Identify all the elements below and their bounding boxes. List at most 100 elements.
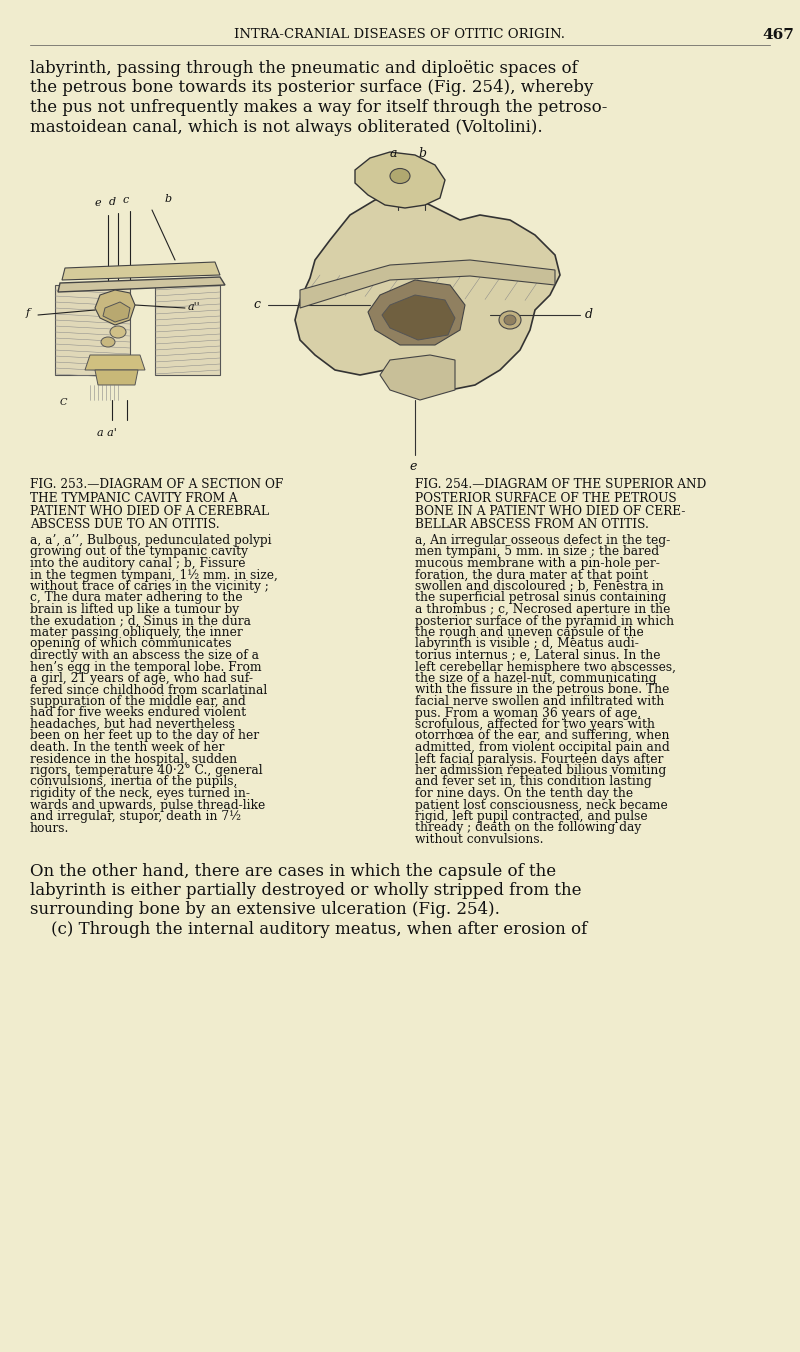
Text: C: C [60, 397, 67, 407]
Text: BONE IN A PATIENT WHO DIED OF CERE-: BONE IN A PATIENT WHO DIED OF CERE- [415, 506, 686, 518]
Text: 467: 467 [762, 28, 794, 42]
Polygon shape [355, 151, 445, 208]
Text: directly with an abscess the size of a: directly with an abscess the size of a [30, 649, 259, 662]
Text: her admission repeated bilious vomiting: her admission repeated bilious vomiting [415, 764, 666, 777]
Text: mastoidean canal, which is not always obliterated (Voltolini).: mastoidean canal, which is not always ob… [30, 119, 542, 135]
Text: THE TYMPANIC CAVITY FROM A: THE TYMPANIC CAVITY FROM A [30, 492, 238, 504]
Polygon shape [380, 356, 455, 400]
Text: posterior surface of the pyramid in which: posterior surface of the pyramid in whic… [415, 615, 674, 627]
Text: a'': a'' [188, 301, 201, 312]
Text: mucous membrane with a pin-hole per-: mucous membrane with a pin-hole per- [415, 557, 660, 571]
Text: (c) Through the internal auditory meatus, when after erosion of: (c) Through the internal auditory meatus… [30, 921, 587, 938]
Text: the rough and uneven capsule of the: the rough and uneven capsule of the [415, 626, 644, 639]
Text: and irregular, stupor, death in 7½: and irregular, stupor, death in 7½ [30, 810, 241, 823]
Text: fered since childhood from scarlatinal: fered since childhood from scarlatinal [30, 684, 267, 696]
Text: mater passing obliquely, the inner: mater passing obliquely, the inner [30, 626, 242, 639]
Text: otorrhœa of the ear, and suffering, when: otorrhœa of the ear, and suffering, when [415, 730, 670, 742]
Polygon shape [85, 356, 145, 370]
Ellipse shape [499, 311, 521, 329]
Polygon shape [58, 277, 225, 292]
Text: the superficial petrosal sinus containing: the superficial petrosal sinus containin… [415, 592, 666, 604]
Text: b: b [418, 147, 426, 160]
Text: scrofulous, affected for two years with: scrofulous, affected for two years with [415, 718, 655, 731]
Text: opening of which communicates: opening of which communicates [30, 638, 232, 650]
Text: c: c [123, 195, 129, 206]
Text: and fever set in, this condition lasting: and fever set in, this condition lasting [415, 776, 652, 788]
Text: INTRA-CRANIAL DISEASES OF OTITIC ORIGIN.: INTRA-CRANIAL DISEASES OF OTITIC ORIGIN. [234, 28, 566, 41]
Text: the exudation ; d, Sinus in the dura: the exudation ; d, Sinus in the dura [30, 615, 251, 627]
Text: into the auditory canal ; b, Fissure: into the auditory canal ; b, Fissure [30, 557, 246, 571]
Polygon shape [103, 301, 130, 322]
Text: labyrinth is either partially destroyed or wholly stripped from the: labyrinth is either partially destroyed … [30, 882, 582, 899]
Text: rigid, left pupil contracted, and pulse: rigid, left pupil contracted, and pulse [415, 810, 648, 823]
Text: the size of a hazel-nut, communicating: the size of a hazel-nut, communicating [415, 672, 657, 685]
Text: d: d [109, 197, 115, 207]
Text: left facial paralysis. Fourteen days after: left facial paralysis. Fourteen days aft… [415, 753, 663, 765]
Text: FIG. 253.—DIAGRAM OF A SECTION OF: FIG. 253.—DIAGRAM OF A SECTION OF [30, 479, 283, 491]
Text: ABSCESS DUE TO AN OTITIS.: ABSCESS DUE TO AN OTITIS. [30, 519, 220, 531]
Text: death. In the tenth week of her: death. In the tenth week of her [30, 741, 224, 754]
Text: On the other hand, there are cases in which the capsule of the: On the other hand, there are cases in wh… [30, 863, 556, 880]
Text: surrounding bone by an extensive ulceration (Fig. 254).: surrounding bone by an extensive ulcerat… [30, 902, 500, 918]
Text: rigors, temperature 40·2° C., general: rigors, temperature 40·2° C., general [30, 764, 262, 777]
Text: foration, the dura mater at that point: foration, the dura mater at that point [415, 568, 648, 581]
Text: swollen and discoloured ; b, Fenestra in: swollen and discoloured ; b, Fenestra in [415, 580, 664, 594]
Text: rigidity of the neck, eyes turned in-: rigidity of the neck, eyes turned in- [30, 787, 250, 800]
Text: a girl, 21 years of age, who had suf-: a girl, 21 years of age, who had suf- [30, 672, 253, 685]
Text: with the fissure in the petrous bone. The: with the fissure in the petrous bone. Th… [415, 684, 670, 696]
Text: a, An irregular osseous defect in the teg-: a, An irregular osseous defect in the te… [415, 534, 670, 548]
Text: for nine days. On the tenth day the: for nine days. On the tenth day the [415, 787, 633, 800]
Text: growing out of the tympanic cavity: growing out of the tympanic cavity [30, 545, 248, 558]
Text: a a': a a' [97, 429, 117, 438]
Text: left cerebellar hemisphere two abscesses,: left cerebellar hemisphere two abscesses… [415, 661, 676, 673]
Text: labyrinth is visible ; d, Meatus audi-: labyrinth is visible ; d, Meatus audi- [415, 638, 639, 650]
Text: torius internus ; e, Lateral sinus. In the: torius internus ; e, Lateral sinus. In t… [415, 649, 661, 662]
Text: f: f [26, 308, 30, 318]
Text: a: a [390, 147, 397, 160]
Text: pus. From a woman 36 years of age,: pus. From a woman 36 years of age, [415, 707, 642, 719]
Text: headaches, but had nevertheless: headaches, but had nevertheless [30, 718, 235, 731]
Polygon shape [55, 285, 130, 375]
Ellipse shape [504, 315, 516, 324]
Polygon shape [300, 260, 555, 308]
Ellipse shape [390, 169, 410, 184]
Text: men tympani, 5 mm. in size ; the bared: men tympani, 5 mm. in size ; the bared [415, 545, 659, 558]
Text: labyrinth, passing through the pneumatic and diplоëtic spaces of: labyrinth, passing through the pneumatic… [30, 59, 578, 77]
Text: admitted, from violent occipital pain and: admitted, from violent occipital pain an… [415, 741, 670, 754]
Ellipse shape [110, 326, 126, 338]
Text: brain is lifted up like a tumour by: brain is lifted up like a tumour by [30, 603, 239, 617]
Text: without trace of caries in the vicinity ;: without trace of caries in the vicinity … [30, 580, 269, 594]
Polygon shape [95, 289, 135, 324]
Text: facial nerve swollen and infiltrated with: facial nerve swollen and infiltrated wit… [415, 695, 664, 708]
Polygon shape [95, 370, 138, 385]
Ellipse shape [101, 337, 115, 347]
Text: b: b [165, 193, 171, 204]
Text: c: c [253, 297, 260, 311]
Text: had for five weeks endured violent: had for five weeks endured violent [30, 707, 246, 719]
Text: e: e [410, 460, 417, 473]
Text: been on her feet up to the day of her: been on her feet up to the day of her [30, 730, 259, 742]
Polygon shape [155, 285, 220, 375]
Text: FIG. 254.—DIAGRAM OF THE SUPERIOR AND: FIG. 254.—DIAGRAM OF THE SUPERIOR AND [415, 479, 706, 491]
Text: POSTERIOR SURFACE OF THE PETROUS: POSTERIOR SURFACE OF THE PETROUS [415, 492, 677, 504]
Text: suppuration of the middle ear, and: suppuration of the middle ear, and [30, 695, 246, 708]
Text: thready ; death on the following day: thready ; death on the following day [415, 822, 642, 834]
Text: hours.: hours. [30, 822, 70, 834]
Text: wards and upwards, pulse thread-like: wards and upwards, pulse thread-like [30, 799, 266, 811]
Text: d: d [585, 307, 593, 320]
Text: a thrombus ; c, Necrosed aperture in the: a thrombus ; c, Necrosed aperture in the [415, 603, 670, 617]
Polygon shape [62, 262, 220, 280]
Text: residence in the hospital, sudden: residence in the hospital, sudden [30, 753, 237, 765]
Text: the petrous bone towards its posterior surface (Fig. 254), whereby: the petrous bone towards its posterior s… [30, 80, 594, 96]
Text: e: e [94, 197, 102, 208]
Text: patient lost consciousness, neck became: patient lost consciousness, neck became [415, 799, 668, 811]
Text: without convulsions.: without convulsions. [415, 833, 543, 846]
Text: convulsions, inertia of the pupils,: convulsions, inertia of the pupils, [30, 776, 238, 788]
Text: BELLAR ABSCESS FROM AN OTITIS.: BELLAR ABSCESS FROM AN OTITIS. [415, 519, 649, 531]
Polygon shape [295, 195, 560, 389]
Text: a, a’, a’’, Bulbous, pedunculated polypi: a, a’, a’’, Bulbous, pedunculated polypi [30, 534, 272, 548]
Text: c, The dura mater adhering to the: c, The dura mater adhering to the [30, 592, 242, 604]
Text: the pus not unfrequently makes a way for itself through the petroso-: the pus not unfrequently makes a way for… [30, 99, 607, 116]
Text: hen’s egg in the temporal lobe. From: hen’s egg in the temporal lobe. From [30, 661, 262, 673]
Text: in the tegmen tympani, 1½ mm. in size,: in the tegmen tympani, 1½ mm. in size, [30, 568, 278, 581]
